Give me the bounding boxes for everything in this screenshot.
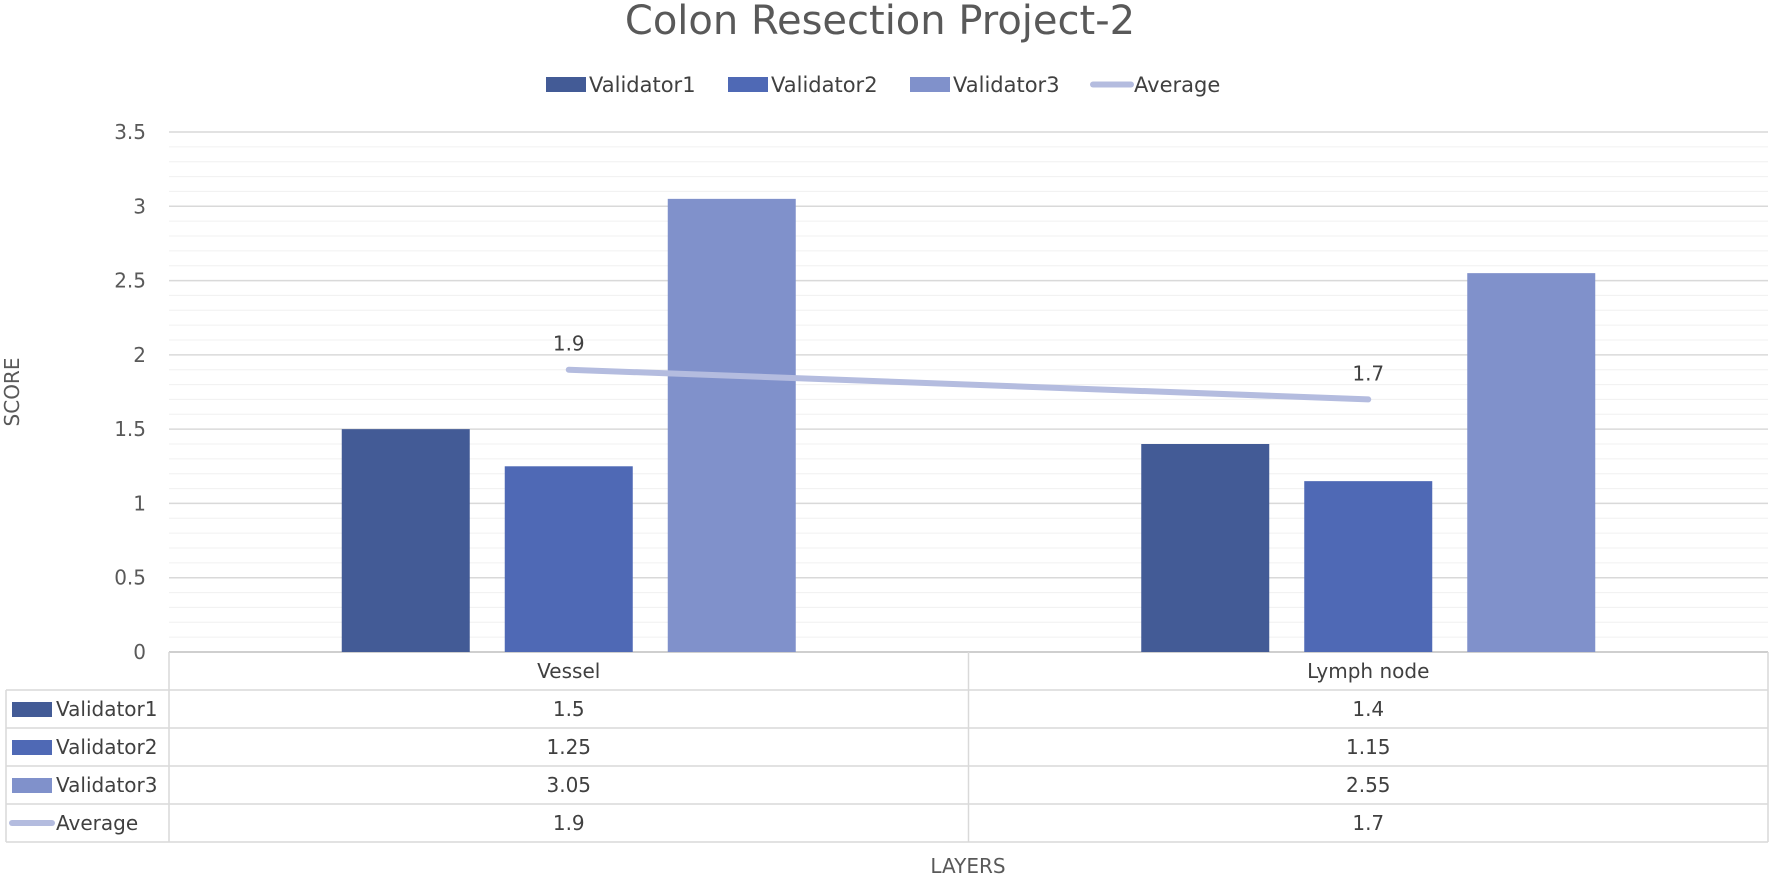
table-series-label: Validator1 (56, 697, 157, 721)
table-row-validator3: Validator3 3.05 2.55 (12, 773, 1391, 797)
legend-label: Average (1134, 73, 1220, 97)
average-line-group: 1.9 1.7 (553, 332, 1384, 403)
legend: Validator1 Validator2 Validator3 Average (546, 73, 1220, 97)
table-row-validator1: Validator1 1.5 1.4 (12, 697, 1384, 721)
bar-validator1-lymph-node (1141, 444, 1270, 652)
legend-label: Validator2 (771, 73, 878, 97)
legend-item-validator2: Validator2 (728, 73, 878, 97)
average-line (565, 366, 1372, 403)
table-swatch (12, 740, 52, 755)
bar-validator3-lymph-node (1467, 273, 1596, 652)
chart-title: Colon Resection Project-2 (625, 0, 1135, 44)
average-data-label: 1.9 (553, 332, 585, 356)
x-tick-label: Vessel (537, 659, 600, 683)
table-cell: 1.9 (553, 811, 585, 835)
legend-item-average: Average (1090, 73, 1220, 97)
table-cell: 1.5 (553, 697, 585, 721)
legend-item-validator3: Validator3 (910, 73, 1060, 97)
table-series-label: Average (56, 811, 138, 835)
average-data-label: 1.7 (1352, 361, 1384, 385)
x-axis-title: LAYERS (930, 854, 1005, 876)
table-series-label: Validator2 (56, 735, 157, 759)
table-cell: 2.55 (1346, 773, 1391, 797)
table-cell: 1.4 (1352, 697, 1384, 721)
table-swatch (12, 702, 52, 717)
y-tick-label: 1.5 (114, 417, 146, 441)
table-cell: 1.15 (1346, 735, 1391, 759)
y-axis-ticks: 0 0.5 1 1.5 2 2.5 3 3.5 (114, 120, 146, 664)
bars (341, 198, 1596, 652)
bar-validator2-lymph-node (1304, 481, 1433, 652)
y-tick-label: 0.5 (114, 566, 146, 590)
y-tick-label: 3 (133, 194, 146, 218)
bar-validator2-vessel (504, 466, 633, 652)
legend-item-validator1: Validator1 (546, 73, 696, 97)
table-cell: 1.25 (546, 735, 591, 759)
table-row-validator2: Validator2 1.25 1.15 (12, 735, 1391, 759)
bar-validator3-vessel (667, 198, 796, 652)
table-cell: 3.05 (546, 773, 591, 797)
legend-label: Validator1 (589, 73, 696, 97)
y-tick-label: 1 (133, 491, 146, 515)
y-tick-label: 2.5 (114, 269, 146, 293)
y-tick-label: 3.5 (114, 120, 146, 144)
legend-swatch (910, 77, 950, 92)
y-axis-title: SCORE (0, 358, 24, 427)
legend-label: Validator3 (953, 73, 1060, 97)
table-swatch (12, 778, 52, 793)
y-tick-label: 2 (133, 343, 146, 367)
table-cell: 1.7 (1352, 811, 1384, 835)
y-tick-label: 0 (133, 640, 146, 664)
bar-validator1-vessel (341, 429, 470, 652)
legend-swatch (728, 77, 768, 92)
table-row-average: Average 1.9 1.7 (9, 811, 1384, 835)
x-tick-label: Lymph node (1307, 659, 1429, 683)
table-series-label: Validator3 (56, 773, 157, 797)
legend-swatch (546, 77, 586, 92)
